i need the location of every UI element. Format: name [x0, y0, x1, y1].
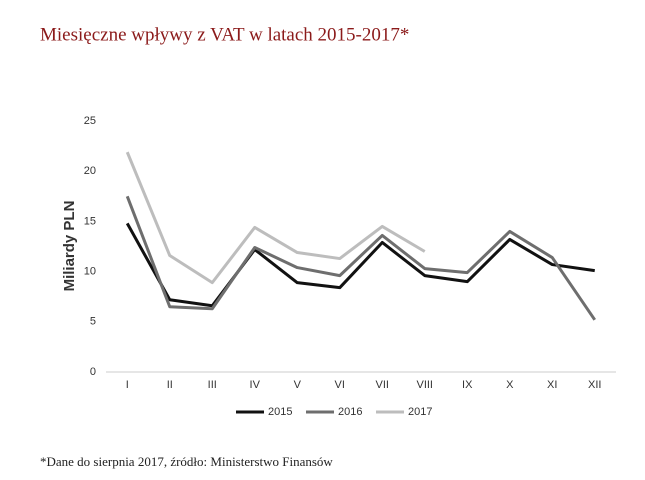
- x-tick-label: IV: [250, 379, 261, 391]
- x-tick-label: III: [208, 379, 217, 391]
- y-tick-label: 5: [90, 316, 96, 328]
- x-tick-label: VII: [376, 379, 389, 391]
- x-tick-label: VI: [335, 379, 345, 391]
- x-tick-label: XII: [588, 379, 601, 391]
- y-tick-label: 25: [84, 115, 96, 127]
- x-tick-label: IX: [462, 379, 473, 391]
- line-series: [125, 151, 426, 285]
- x-tick-label: II: [167, 379, 173, 391]
- x-tick-label: X: [506, 379, 514, 391]
- legend-label: 2015: [268, 406, 292, 418]
- x-tick-label: XI: [547, 379, 557, 391]
- chart-title: Miesięczne wpływy z VAT w latach 2015-20…: [40, 24, 409, 45]
- y-tick-label: 0: [90, 366, 96, 378]
- legend-label: 2016: [338, 406, 362, 418]
- x-tick-label: VIII: [416, 379, 433, 391]
- line-series: [125, 222, 595, 308]
- y-tick-label: 15: [84, 215, 96, 227]
- x-tick-label: V: [294, 379, 302, 391]
- y-tick-label: 10: [84, 266, 96, 278]
- footnote: *Dane do sierpnia 2017, źródło: Minister…: [40, 454, 333, 469]
- line-series: [125, 195, 596, 321]
- y-axis-title: Miliardy PLN: [61, 201, 78, 292]
- x-tick-label: I: [126, 379, 129, 391]
- legend-label: 2017: [408, 406, 432, 418]
- y-tick-label: 20: [84, 165, 96, 177]
